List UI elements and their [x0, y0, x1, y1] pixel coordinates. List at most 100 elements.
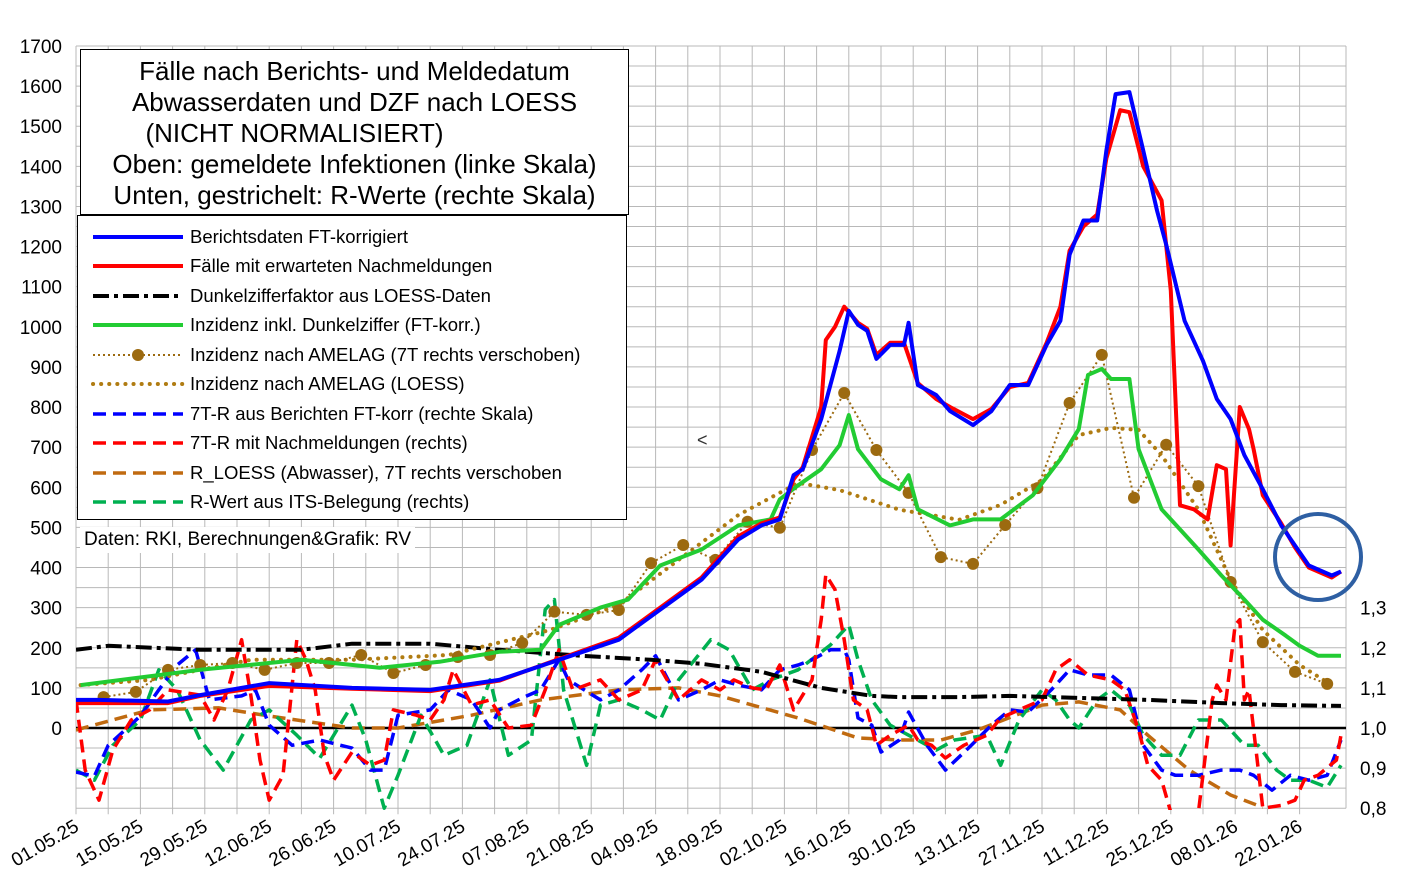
highlight-circle [1273, 512, 1363, 602]
data-marker [773, 521, 786, 534]
legend-item: R_LOESS (Abwasser), 7T rechts verschoben [90, 458, 562, 487]
x-tick-label: 04.09.25 [588, 816, 663, 871]
y-left-tick-label: 1300 [20, 197, 62, 218]
x-tick-label: 29.05.25 [137, 816, 212, 871]
data-marker [129, 685, 142, 698]
legend-label: Dunkelzifferfaktor aus LOESS-Daten [190, 284, 491, 306]
data-marker [355, 648, 368, 661]
y-left-tick-label: 800 [30, 398, 62, 419]
legend-swatch [93, 441, 183, 445]
legend-label: R_LOESS (Abwasser), 7T rechts verschoben [190, 461, 562, 483]
series-line [76, 686, 1264, 810]
x-tick-label: 25.12.25 [1103, 816, 1178, 871]
y-left-tick-label: 300 [30, 599, 62, 620]
title-line: Abwasserdaten und DZF nach LOESS [131, 87, 578, 117]
y-left-tick-label: 700 [30, 438, 62, 459]
x-tick-label: 22.01.26 [1232, 816, 1307, 871]
y-left-tick-label: 1700 [20, 37, 62, 58]
data-marker [1289, 665, 1301, 678]
x-tick-label: 15.05.25 [72, 816, 147, 871]
legend-label: Inzidenz nach AMELAG (7T rechts verschob… [190, 343, 581, 365]
y-left-tick-label: 900 [30, 358, 62, 379]
data-marker [258, 663, 271, 676]
x-tick-label: 01.05.25 [8, 816, 83, 871]
y-left-tick-label: 1200 [20, 238, 62, 259]
legend-label: Berichtsdaten FT-korrigiert [190, 225, 408, 247]
series-line [76, 597, 1343, 810]
legend-item: R-Wert aus ITS-Belegung (rechts) [90, 488, 469, 517]
data-marker [548, 605, 561, 618]
x-tick-label: 11.12.25 [1040, 816, 1113, 870]
legend-label: Inzidenz inkl. Dunkelziffer (FT-korr.) [190, 314, 481, 335]
y-left-tick-label: 500 [30, 518, 62, 539]
x-tick-label: 26.06.25 [266, 816, 341, 871]
legend-item: 7T-R aus Berichten FT-korr (rechte Skala… [90, 399, 533, 428]
y-right-tick-label: 1,0 [1360, 719, 1386, 740]
data-marker [1192, 480, 1205, 493]
legend-swatch [93, 323, 183, 327]
y-right-tick-label: 1,2 [1360, 639, 1386, 660]
y-left-tick-label: 100 [30, 679, 62, 700]
y-left-tick-label: 1000 [20, 318, 62, 339]
title-line: Oben: gemeldete Infektionen (linke Skala… [112, 149, 597, 179]
y-right-tick-label: 1,3 [1360, 599, 1386, 620]
legend-item: Dunkelzifferfaktor aus LOESS-Daten [90, 281, 491, 310]
data-marker [999, 518, 1012, 531]
data-marker [645, 557, 657, 570]
title-line: (NICHT NORMALISIERT) [145, 118, 444, 148]
legend-swatch [93, 234, 183, 239]
legend-label: 7T-R aus Berichten FT-korr (rechte Skala… [190, 402, 534, 424]
legend-item: Berichtsdaten FT-korrigiert [90, 222, 408, 251]
series-line [80, 366, 1341, 688]
x-tick-label: 30.10.25 [845, 816, 920, 871]
legend-swatch [93, 348, 183, 361]
legend-swatch [93, 293, 183, 298]
series-line [76, 90, 1342, 704]
legend-item: Fälle mit erwarteten Nachmeldungen [90, 252, 492, 281]
legend-swatch [93, 264, 183, 268]
data-marker [677, 539, 690, 552]
legend-label: 7T-R mit Nachmeldungen (rechts) [190, 432, 468, 453]
x-tick-label: 08.01.26 [1167, 816, 1242, 871]
data-marker [1160, 438, 1173, 451]
x-tick-label: 07.08.25 [459, 816, 534, 871]
data-marker [516, 636, 529, 649]
right-axis-ticks: 0,8 0,9 1,0 1,1 1,2 1,3 [1360, 599, 1386, 821]
x-tick-label: 16.10.25 [781, 816, 856, 871]
x-tick-label: 21.08.25 [523, 816, 598, 871]
title-line: Unten, gestrichelt: R-Werte (rechte Skal… [113, 180, 596, 210]
legend-label: R-Wert aus ITS-Belegung (rechts) [190, 491, 470, 512]
legend-item: Inzidenz inkl. Dunkelziffer (FT-korr.) [90, 311, 481, 340]
data-marker [387, 667, 400, 680]
data-marker [870, 443, 883, 456]
legend: Berichtsdaten FT-korrigiert Fälle mit erw… [77, 215, 627, 520]
y-right-tick-label: 0,8 [1360, 799, 1386, 820]
y-right-tick-label: 1,1 [1360, 679, 1386, 700]
data-marker [967, 557, 979, 570]
data-marker [1256, 636, 1269, 649]
left-axis-ticks: 0 100 200 300 400 500 600 700 800 900 1000 1100 1200… [20, 37, 62, 740]
legend-item: 7T-R mit Nachmeldungen (rechts) [90, 429, 468, 458]
x-tick-label: 27.11.25 [975, 816, 1048, 870]
x-tick-label: 12.06.25 [201, 816, 276, 871]
series-line [76, 641, 1342, 708]
data-marker [612, 604, 625, 617]
y-left-tick-label: 200 [30, 639, 62, 660]
x-tick-label: 18.09.25 [652, 816, 727, 871]
title-line: Fälle nach Berichts- und Meldedatum [139, 56, 570, 86]
y-left-tick-label: 400 [30, 559, 62, 580]
legend-label: Fälle mit erwarteten Nachmeldungen [190, 255, 493, 276]
y-right-tick-label: 0,9 [1360, 759, 1386, 780]
x-axis-ticks: 01.05.2515.05.2529.05.2512.06.2526.06.25… [8, 816, 1306, 871]
data-marker [838, 386, 851, 399]
legend-item: Inzidenz nach AMELAG (7T rechts verschob… [90, 340, 580, 369]
data-marker [1063, 397, 1076, 410]
data-marker [1095, 348, 1108, 361]
x-tick-label: 02.10.25 [716, 816, 791, 871]
y-left-tick-label: 1600 [20, 77, 62, 98]
legend-marker [132, 348, 144, 361]
data-marker [1128, 491, 1140, 504]
y-left-tick-label: 1100 [21, 278, 62, 299]
legend-swatch [93, 470, 183, 475]
